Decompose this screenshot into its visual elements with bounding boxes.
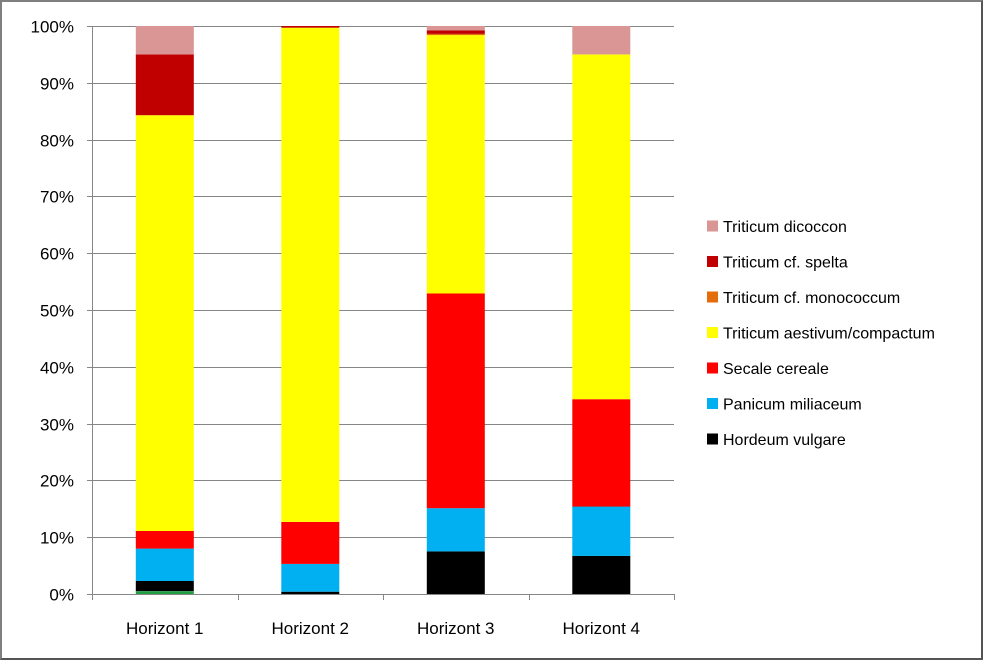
bar-segment <box>426 293 485 509</box>
bar-segment <box>135 591 194 594</box>
legend-label: Triticum cf. monococcum <box>723 290 900 307</box>
legend-swatch <box>707 220 718 232</box>
y-tick-label: 90% <box>40 75 74 94</box>
bar-segment <box>281 563 340 592</box>
bar-segment <box>135 115 194 531</box>
x-category-label: Horizont 3 <box>417 619 494 638</box>
bar-segment <box>281 521 340 564</box>
bar-segment <box>426 35 485 294</box>
legend-swatch <box>707 291 718 303</box>
bar-segment <box>135 531 194 549</box>
y-tick-label: 60% <box>40 245 74 264</box>
bar-segment <box>281 27 340 522</box>
bar-segment <box>135 54 194 116</box>
legend-label: Triticum cf. spelta <box>723 255 848 272</box>
bar-segment <box>426 30 485 34</box>
bar-segment <box>135 548 194 581</box>
bar-segment <box>426 508 485 552</box>
y-tick-label: 50% <box>40 302 74 321</box>
bar-segment <box>281 26 340 28</box>
legend-swatch <box>707 327 718 338</box>
bar-segment <box>426 34 485 36</box>
x-category-label: Horizont 1 <box>126 619 203 638</box>
y-tick-label: 80% <box>40 132 74 151</box>
bar-segment <box>426 26 485 31</box>
legend-label: Panicum miliaceum <box>723 397 862 414</box>
bar-segment <box>135 580 194 592</box>
y-tick-label: 20% <box>40 472 74 491</box>
x-category-label: Horizont 2 <box>272 619 349 638</box>
bar-segment <box>572 555 631 594</box>
y-tick-label: 30% <box>40 416 74 435</box>
legend-swatch <box>707 362 718 374</box>
x-category-label: Horizont 4 <box>563 619 640 638</box>
legend-label: Secale cereale <box>723 361 829 378</box>
bar-segment <box>572 506 631 556</box>
bar-segment <box>426 551 485 594</box>
legend: Triticum dicoccon Triticum cf. spelta Trit… <box>707 219 935 449</box>
y-tick-label: 0% <box>49 586 74 605</box>
legend-label: Hordeum vulgare <box>723 432 846 449</box>
y-tick-label: 100% <box>31 18 74 37</box>
axes: 0% 10% 20% 30% 40% 50% 60% 70% 80% 90% 100% Horizon… <box>31 18 675 638</box>
legend-swatch <box>707 433 718 445</box>
legend-swatch <box>707 256 718 267</box>
bar-segment <box>572 54 631 400</box>
bar-segment <box>572 399 631 507</box>
legend-label: Triticum dicoccon <box>723 219 847 236</box>
y-tick-label: 40% <box>40 359 74 378</box>
y-tick-label: 10% <box>40 529 74 548</box>
bars <box>135 26 631 594</box>
bar-segment <box>572 26 631 55</box>
y-tick-label: 70% <box>40 188 74 207</box>
bar-segment <box>135 26 194 55</box>
legend-swatch <box>707 398 718 409</box>
bar-segment <box>281 591 340 594</box>
legend-label: Triticum aestivum/compactum <box>723 326 935 343</box>
